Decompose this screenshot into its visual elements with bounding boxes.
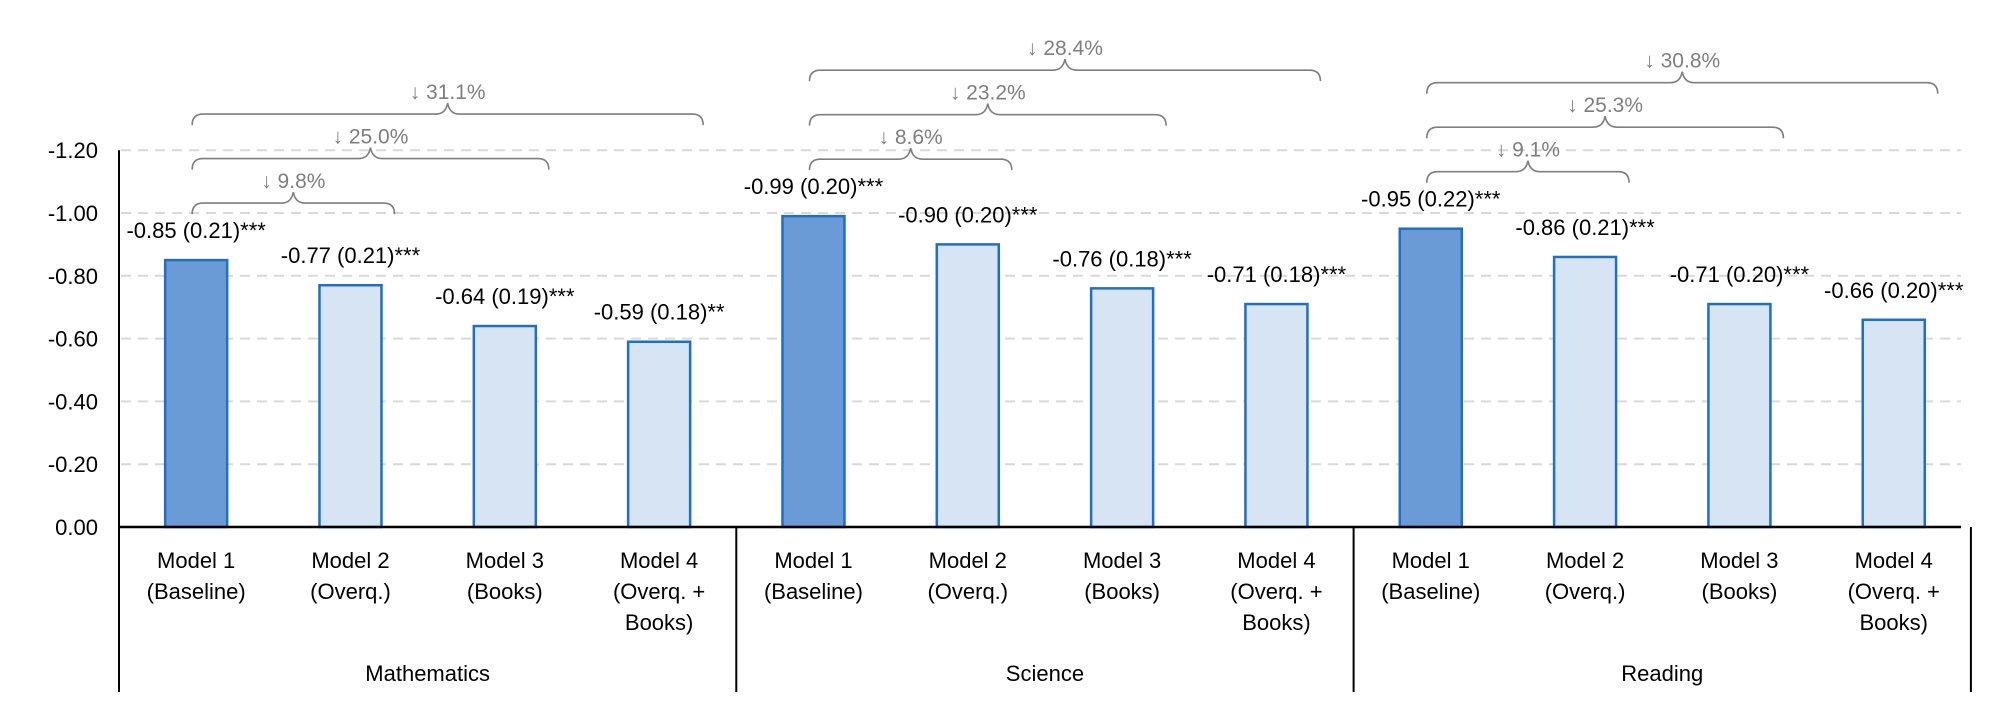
category-label: Model 1 bbox=[157, 548, 235, 573]
bar-reading-model-4 bbox=[1861, 318, 1926, 529]
value-label: -0.90 (0.20)*** bbox=[898, 202, 1038, 227]
reduction-label: ↓ 9.8% bbox=[261, 170, 325, 193]
bars bbox=[163, 214, 1926, 529]
y-tick-label: 0.00 bbox=[55, 515, 98, 540]
category-label: Model 3 bbox=[466, 548, 544, 573]
bar-reading-model-3 bbox=[1707, 302, 1772, 529]
value-label: -0.66 (0.20)*** bbox=[1824, 278, 1964, 303]
reduction-bracket bbox=[808, 58, 1322, 82]
y-tick-label: -1.00 bbox=[48, 201, 98, 226]
reduction-label: ↓ 25.0% bbox=[333, 126, 409, 149]
category-label: Model 1 bbox=[774, 548, 852, 573]
value-label: -0.64 (0.19)*** bbox=[435, 284, 575, 309]
category-label: Model 2 bbox=[311, 548, 389, 573]
value-label: -0.95 (0.22)*** bbox=[1361, 187, 1501, 212]
category-label: (Baseline) bbox=[147, 579, 246, 604]
group-label: Science bbox=[1006, 661, 1084, 686]
reduction-bracket bbox=[1425, 160, 1630, 183]
category-label: (Books) bbox=[1702, 579, 1778, 604]
category-labels: Model 1 (Baseline) Model 2 (Overq.) Model 3 (… bbox=[147, 548, 1940, 686]
value-label: -0.76 (0.18)*** bbox=[1052, 246, 1192, 271]
bar-mathematics-model-4 bbox=[626, 340, 692, 529]
category-label: (Overq.) bbox=[927, 579, 1008, 604]
value-label: -0.71 (0.18)*** bbox=[1207, 262, 1347, 287]
category-label: Books) bbox=[1859, 610, 1927, 635]
value-label: -0.77 (0.21)*** bbox=[281, 243, 421, 268]
y-tick-label: -0.80 bbox=[48, 264, 98, 289]
category-label: (Overq.) bbox=[1545, 579, 1626, 604]
category-label: Model 4 bbox=[1237, 548, 1315, 573]
value-label: -0.99 (0.20)*** bbox=[744, 174, 884, 199]
reduction-brackets: ↓ 9.8% ↓ 25.0%↓ 31.1% ↓ 8.6% ↓ 23.2%↓ 28.4%… bbox=[191, 37, 1939, 215]
reduction-bracket bbox=[1425, 71, 1939, 94]
bar-science-model-1 bbox=[781, 214, 846, 529]
reduction-bracket bbox=[191, 147, 550, 170]
group-label: Mathematics bbox=[365, 661, 490, 686]
y-tick-label: -0.40 bbox=[48, 389, 98, 414]
reduction-label: ↓ 30.8% bbox=[1644, 50, 1720, 73]
category-label: Model 2 bbox=[929, 548, 1007, 573]
value-label: -0.59 (0.18)** bbox=[594, 300, 725, 325]
category-label: (Baseline) bbox=[1381, 579, 1480, 604]
reduction-label: ↓ 25.3% bbox=[1567, 94, 1643, 117]
category-label: Model 4 bbox=[620, 548, 698, 573]
bar-science-model-2 bbox=[935, 243, 1001, 529]
bar-science-model-4 bbox=[1244, 302, 1309, 529]
reduction-bracket bbox=[808, 147, 1013, 171]
reduction-label: ↓ 28.4% bbox=[1027, 37, 1103, 60]
bar-science-model-3 bbox=[1089, 287, 1155, 529]
y-tick-label: -0.60 bbox=[48, 327, 98, 352]
value-label: -0.85 (0.21)*** bbox=[126, 218, 266, 243]
y-tick-label: -0.20 bbox=[48, 452, 98, 477]
value-label: -0.86 (0.21)*** bbox=[1515, 215, 1655, 240]
y-tick-labels: 0.00 -0.20 -0.40 -0.60 -0.80 -1.00 -1.20 bbox=[48, 138, 98, 540]
category-label: Model 3 bbox=[1700, 548, 1778, 573]
bar-reading-model-2 bbox=[1552, 255, 1618, 529]
reduction-bracket bbox=[808, 103, 1167, 126]
category-label: Model 1 bbox=[1392, 548, 1470, 573]
category-label: Model 3 bbox=[1083, 548, 1161, 573]
bar-mathematics-model-1 bbox=[163, 258, 229, 529]
category-label: (Overq. + bbox=[613, 579, 705, 604]
reduction-label: ↓ 9.1% bbox=[1496, 139, 1560, 162]
category-label: (Overq.) bbox=[310, 579, 391, 604]
reduction-bracket bbox=[191, 102, 704, 126]
category-label: (Books) bbox=[467, 579, 543, 604]
reduction-bracket bbox=[191, 191, 396, 215]
reduction-bracket bbox=[1425, 116, 1785, 139]
category-label: (Overq. + bbox=[1848, 579, 1940, 604]
reduction-label: ↓ 8.6% bbox=[879, 126, 943, 149]
reduction-label: ↓ 23.2% bbox=[950, 82, 1026, 105]
category-label: (Overq. + bbox=[1230, 579, 1322, 604]
bar-mathematics-model-3 bbox=[472, 324, 538, 529]
group-label: Reading bbox=[1621, 661, 1703, 686]
category-label: Model 2 bbox=[1546, 548, 1624, 573]
gridlines bbox=[121, 149, 1961, 466]
bar-mathematics-model-2 bbox=[318, 283, 383, 529]
category-label: (Books) bbox=[1084, 579, 1160, 604]
value-label: -0.71 (0.20)*** bbox=[1670, 262, 1810, 287]
category-label: Model 4 bbox=[1855, 548, 1933, 573]
category-label: Books) bbox=[1242, 610, 1310, 635]
axes bbox=[118, 150, 1972, 692]
value-labels: -0.85 (0.21)*** -0.77 (0.21)*** -0.64 (0.1… bbox=[126, 174, 1963, 325]
category-label: (Baseline) bbox=[764, 579, 863, 604]
reduction-label: ↓ 31.1% bbox=[410, 81, 486, 104]
y-tick-label: -1.20 bbox=[48, 138, 98, 163]
bar-reading-model-1 bbox=[1398, 227, 1464, 529]
category-label: Books) bbox=[625, 610, 693, 635]
